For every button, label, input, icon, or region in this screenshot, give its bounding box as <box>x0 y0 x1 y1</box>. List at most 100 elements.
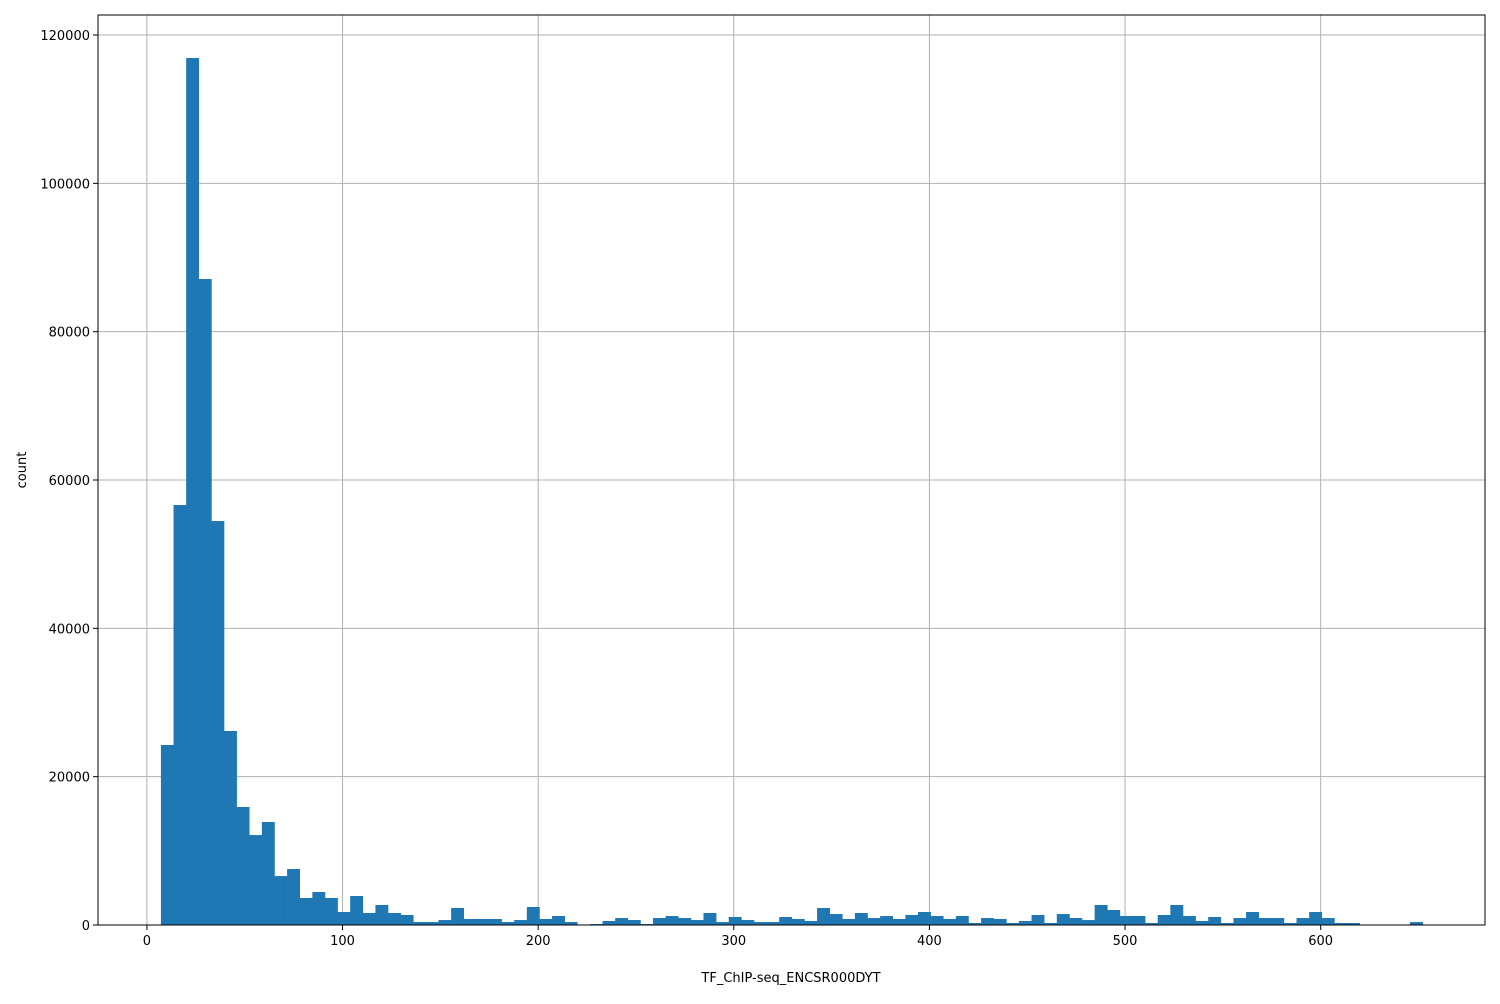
histogram-bar <box>1082 920 1095 925</box>
histogram-bar <box>1069 918 1083 925</box>
histogram-bar <box>488 918 502 925</box>
histogram-bar <box>1195 920 1209 925</box>
histogram-bar <box>1182 916 1196 925</box>
y-axis-label: count <box>15 452 30 489</box>
histogram-bar <box>753 922 767 925</box>
histogram-bar <box>224 730 237 925</box>
histogram-bar <box>968 922 982 925</box>
histogram-bar <box>867 918 881 925</box>
histogram-bar <box>791 918 805 925</box>
histogram-bar <box>955 916 969 925</box>
histogram-bar <box>627 920 641 925</box>
histogram-bar <box>413 922 427 925</box>
histogram-bar <box>678 918 692 925</box>
plot-frame <box>97 14 1486 926</box>
histogram-bar <box>804 920 818 925</box>
histogram-bar <box>943 918 957 925</box>
histogram-bar <box>1347 922 1360 925</box>
histogram-bar <box>1145 922 1159 925</box>
histogram-bar <box>299 898 313 925</box>
histogram-bar <box>1044 922 1058 925</box>
histogram-bar <box>438 920 452 925</box>
histogram-bar <box>917 912 931 925</box>
x-tick-label: 0 <box>143 934 151 949</box>
histogram-bar <box>842 918 856 925</box>
histogram-bar <box>728 916 742 925</box>
y-tick-label: 60000 <box>49 474 90 489</box>
histogram-bar <box>211 521 225 925</box>
histogram-bar <box>1296 918 1310 925</box>
histogram-bar <box>1220 922 1234 925</box>
histogram-bar <box>1006 922 1020 925</box>
x-axis-label: TF_ChIP-seq_ENCSR000DYT <box>700 971 880 986</box>
histogram-bar <box>665 916 679 925</box>
histogram-bar <box>1056 914 1070 925</box>
histogram-bar <box>892 918 906 925</box>
histogram-bar <box>236 807 250 925</box>
histogram-bar <box>312 891 326 925</box>
histogram-bar <box>1170 904 1184 925</box>
histogram-bar <box>425 922 439 925</box>
histogram-bar <box>173 505 187 925</box>
histogram-bar <box>388 912 401 925</box>
y-tick-label: 0 <box>82 919 90 934</box>
histogram-bar <box>615 918 629 925</box>
histogram-bar <box>1309 912 1323 925</box>
histogram-bar <box>993 918 1007 925</box>
histogram-bars <box>160 58 1424 925</box>
histogram-bar <box>981 918 995 925</box>
histogram-bar <box>1246 912 1259 925</box>
grid-lines <box>98 15 1485 926</box>
histogram-bar <box>1410 922 1424 925</box>
histogram-bar <box>526 906 540 925</box>
histogram-bar <box>287 869 301 925</box>
histogram-bar <box>690 920 704 925</box>
histogram-bar <box>766 922 780 925</box>
histogram-bar <box>350 896 364 925</box>
histogram-bar <box>451 908 465 925</box>
x-tick-label: 200 <box>526 934 551 949</box>
histogram-bar <box>400 914 414 925</box>
histogram-bar <box>930 916 944 925</box>
x-tick-label: 600 <box>1308 934 1333 949</box>
histogram-bar <box>741 920 755 925</box>
histogram-bar <box>186 58 200 925</box>
histogram-bar <box>1157 914 1171 925</box>
histogram-bar <box>779 916 793 925</box>
histogram-bar <box>1031 914 1045 925</box>
histogram-bar <box>324 898 338 925</box>
histogram-bar <box>1233 918 1247 925</box>
histogram-bar <box>1258 918 1272 925</box>
y-tick-label: 100000 <box>40 177 90 192</box>
histogram-bar <box>337 912 351 925</box>
axis-ticks: 0 100 200 300 400 500 600 0 20000 40000 60000 80000… <box>40 29 1333 949</box>
y-tick-label: 20000 <box>49 771 90 786</box>
y-tick-label: 120000 <box>40 29 90 44</box>
histogram-bar <box>476 918 490 925</box>
histogram-bar <box>362 912 376 925</box>
histogram-bar <box>552 916 565 925</box>
histogram-bar <box>1334 922 1348 925</box>
histogram-bar <box>1119 916 1133 925</box>
histogram-bar <box>1283 922 1297 925</box>
x-tick-label: 300 <box>721 934 746 949</box>
histogram-bar <box>198 279 212 925</box>
histogram-bar <box>539 918 553 925</box>
histogram-bar <box>261 821 275 925</box>
histogram-bar <box>653 918 666 925</box>
histogram-bar <box>905 914 919 925</box>
y-tick-label: 80000 <box>49 326 90 341</box>
x-tick-label: 100 <box>330 934 355 949</box>
histogram-bar <box>160 745 174 925</box>
histogram-bar <box>1094 904 1108 925</box>
histogram-bar <box>564 922 578 925</box>
histogram-bar <box>1107 910 1121 925</box>
histogram-bar <box>463 918 477 925</box>
x-tick-label: 400 <box>917 934 942 949</box>
histogram-bar <box>602 920 616 925</box>
histogram-bar <box>501 922 515 925</box>
histogram-bar <box>829 914 843 925</box>
histogram-bar <box>249 835 263 925</box>
histogram-bar <box>880 916 894 925</box>
